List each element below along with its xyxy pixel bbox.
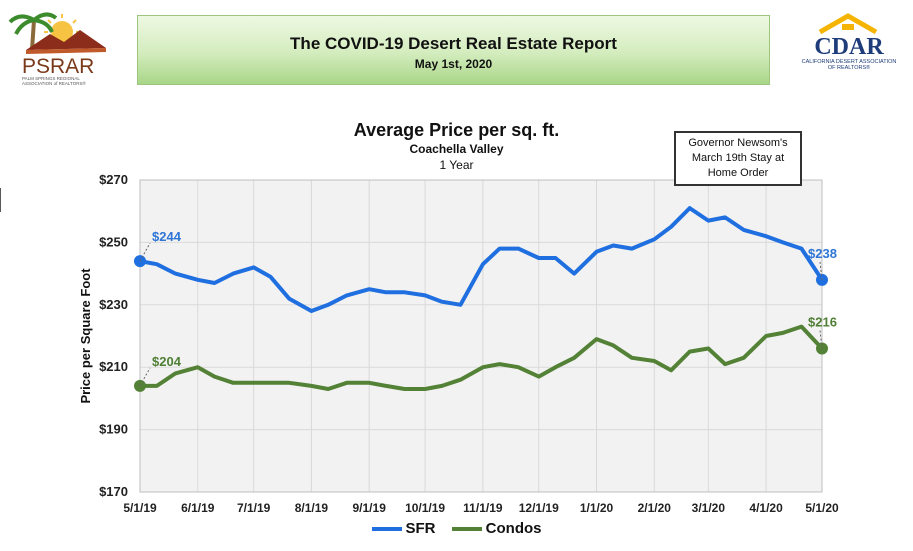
start-value-label-sfr: $244 bbox=[152, 229, 182, 244]
y-tick-label: $190 bbox=[99, 422, 128, 437]
annotation-callout: Governor Newsom's March 19th Stay at Hom… bbox=[674, 131, 802, 186]
cdar-logo-text: CDAR bbox=[814, 34, 884, 60]
y-tick-label: $230 bbox=[99, 297, 128, 312]
x-tick-label: 11/1/19 bbox=[463, 501, 503, 515]
series-line-condos bbox=[138, 324, 824, 391]
x-tick-label: 3/1/20 bbox=[692, 501, 726, 515]
start-value-label-condos: $204 bbox=[152, 354, 182, 369]
chart-subtitle: Coachella Valley bbox=[409, 142, 504, 156]
y-tick-label: $250 bbox=[99, 234, 128, 249]
legend-label-condos: Condos bbox=[485, 520, 542, 537]
x-tick-label: 8/1/19 bbox=[295, 501, 329, 515]
start-leader-condos bbox=[139, 367, 151, 387]
legend-swatch-condos bbox=[451, 527, 482, 532]
legend-swatch-sfr bbox=[371, 527, 402, 532]
svg-text:ASSOCIATION of REALTORS®: ASSOCIATION of REALTORS® bbox=[22, 80, 87, 86]
end-leader-condos bbox=[819, 330, 823, 349]
legend-item-condos: Condos bbox=[451, 520, 542, 537]
svg-text:CALIFORNIA DESERT ASSOCIATION: CALIFORNIA DESERT ASSOCIATION bbox=[802, 59, 897, 65]
plot-border bbox=[139, 179, 823, 493]
annotation-line1: Governor Newsom's bbox=[688, 137, 788, 149]
house-roof-icon bbox=[818, 13, 878, 35]
y-tick-label: $170 bbox=[99, 484, 128, 499]
x-tick-label: 4/1/20 bbox=[749, 501, 783, 515]
chart-period: 1 Year bbox=[439, 158, 474, 172]
end-value-label-sfr: $238 bbox=[808, 246, 837, 261]
x-tick-label: 10/1/19 bbox=[405, 501, 445, 515]
y-tick-label: $270 bbox=[99, 172, 128, 187]
legend-item-sfr: SFR bbox=[371, 520, 436, 537]
end-value-label-condos: $216 bbox=[808, 314, 837, 329]
annotation-line2: March 19th Stay at bbox=[691, 152, 785, 164]
x-tick-label: 5/1/20 bbox=[805, 501, 839, 515]
x-tick-label: 2/1/20 bbox=[638, 501, 672, 515]
x-tick-label: 9/1/19 bbox=[353, 501, 387, 515]
start-leader-sfr bbox=[139, 242, 151, 262]
y-axis-title: Price per Square Foot bbox=[78, 268, 93, 404]
x-tick-label: 6/1/19 bbox=[181, 501, 215, 515]
psrar-logo-text: PSRAR bbox=[22, 55, 94, 78]
report-title: The COVID-19 Desert Real Estate Report bbox=[290, 34, 617, 53]
x-tick-label: 7/1/19 bbox=[237, 501, 271, 515]
end-leader-sfr bbox=[819, 261, 823, 280]
annotation-line3: Home Order bbox=[707, 167, 769, 179]
chart-title: Average Price per sq. ft. bbox=[353, 120, 560, 140]
palm-tree-icon bbox=[8, 12, 58, 51]
svg-text:PALM SPRINGS REGIONAL: PALM SPRINGS REGIONAL bbox=[22, 76, 80, 81]
cdar-logo: CDAR CALIFORNIA DESERT ASSOCIATION OF RE… bbox=[790, 10, 908, 80]
y-tick-label: $210 bbox=[99, 359, 128, 374]
sun-icon bbox=[44, 14, 80, 43]
legend-label-sfr: SFR bbox=[405, 520, 436, 537]
x-tick-label: 5/1/19 bbox=[123, 501, 157, 515]
x-tick-label: 1/1/20 bbox=[580, 501, 614, 515]
chart-legend: SFR Condos bbox=[0, 520, 913, 537]
x-tick-label: 12/1/19 bbox=[519, 501, 559, 515]
series-line-sfr bbox=[138, 206, 824, 313]
report-date: May 1st, 2020 bbox=[414, 57, 493, 71]
report-banner: The COVID-19 Desert Real Estate Report M… bbox=[137, 15, 770, 85]
svg-text:OF REALTORS®: OF REALTORS® bbox=[828, 64, 870, 71]
psrar-logo: PSRAR PALM SPRINGS REGIONAL ASSOCIATION … bbox=[2, 6, 120, 90]
plot-area bbox=[140, 180, 822, 492]
mountain-icon bbox=[26, 30, 106, 54]
